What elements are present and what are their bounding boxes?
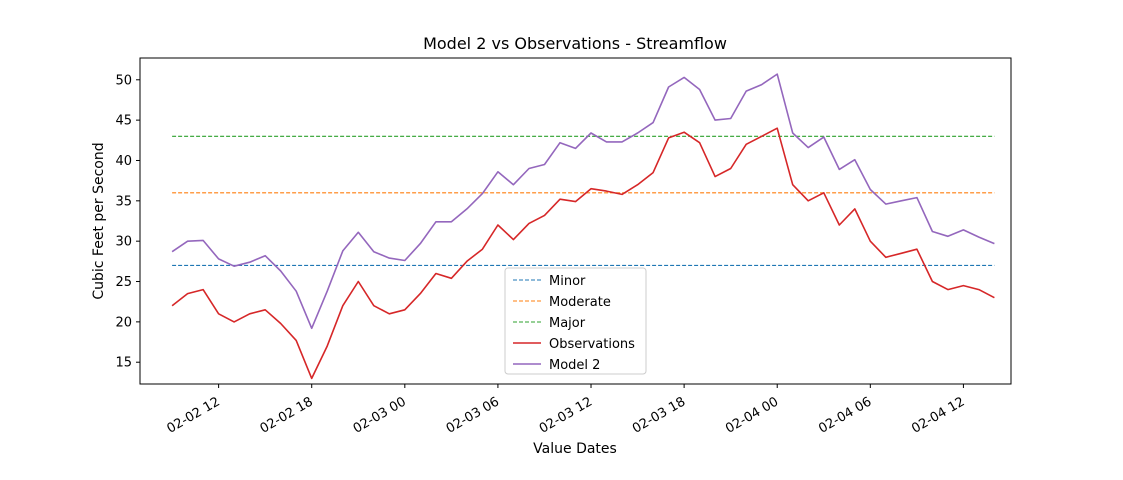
chart-title: Model 2 vs Observations - Streamflow [423, 34, 727, 53]
y-tick-label: 50 [115, 73, 132, 88]
legend-box [504, 267, 647, 375]
series-line-observations [171, 127, 995, 380]
legend-label-major: Major [549, 316, 586, 331]
y-tick-label: 40 [115, 154, 132, 169]
legend-label-minor: Minor [549, 274, 586, 289]
legend: Minor Moderate Major Observations Model 2 [504, 267, 647, 375]
y-tick-label: 15 [115, 356, 132, 371]
legend-label-model-2: Model 2 [549, 358, 600, 373]
y-tick-label: 45 [115, 114, 132, 129]
series-line-model-2 [171, 73, 995, 330]
y-axis-label: Cubic Feet per Second [91, 142, 107, 299]
y-tick-label: 30 [115, 235, 132, 250]
series-layer [171, 73, 995, 380]
y-axis-ticks: 15 20 25 30 35 40 45 50 [115, 73, 140, 371]
y-tick-label: 20 [115, 315, 132, 330]
y-tick-label: 35 [115, 194, 132, 209]
legend-label-observations: Observations [549, 337, 635, 352]
legend-label-moderate: Moderate [549, 295, 611, 310]
plot-frame [139, 57, 1012, 385]
x-axis-label: Value Dates [533, 441, 617, 457]
y-tick-label: 25 [115, 275, 132, 290]
